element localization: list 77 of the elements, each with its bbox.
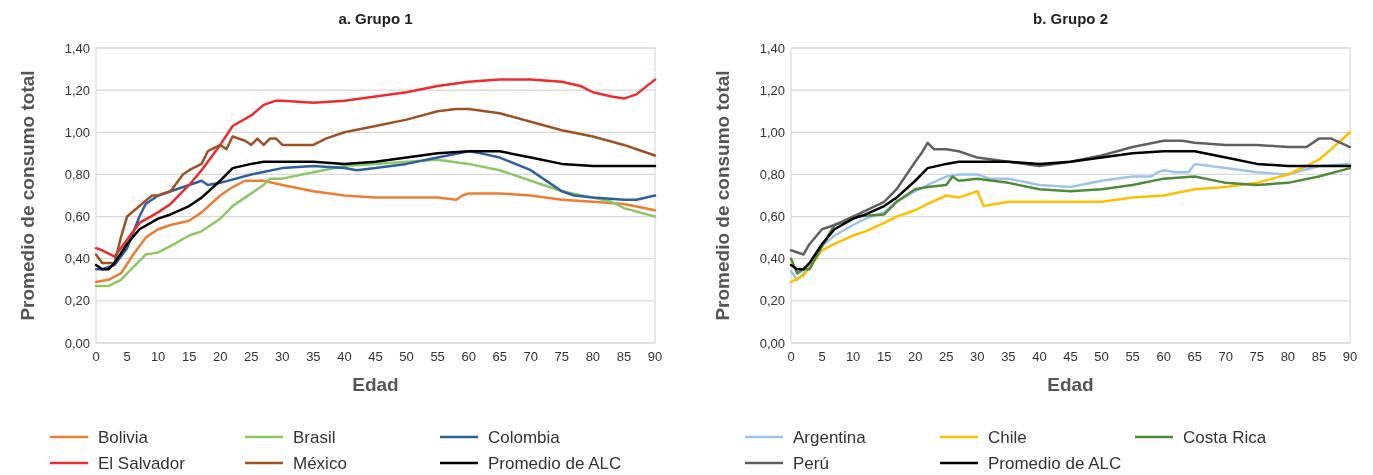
- x-tick-label: 90: [647, 349, 663, 364]
- y-axis-title: Promedio de consumo total: [712, 70, 733, 321]
- x-tick-label: 40: [337, 349, 352, 364]
- x-tick-label: 90: [1342, 349, 1358, 364]
- chart-title: a. Grupo 1: [338, 10, 413, 27]
- y-tick-label: 0,40: [64, 251, 90, 267]
- line-series: [94, 179, 657, 284]
- x-tick-label: 35: [1001, 349, 1016, 364]
- y-tick-label: 1,00: [759, 124, 785, 140]
- x-tick-label: 25: [939, 349, 954, 364]
- x-tick-label: 65: [1187, 349, 1202, 364]
- x-axis-title: Edad: [352, 374, 399, 395]
- x-tick-label: 70: [1218, 349, 1234, 364]
- line-series: [789, 137, 1352, 256]
- x-tick-label: 10: [845, 349, 861, 364]
- x-tick-label: 10: [150, 349, 166, 364]
- x-tick-label: 45: [1063, 349, 1078, 364]
- x-tick-label: 35: [306, 349, 321, 364]
- x-tick-label: 70: [523, 349, 539, 364]
- x-tick-label: 85: [616, 349, 632, 364]
- x-tick-label: 45: [368, 349, 383, 364]
- x-tick-label: 65: [492, 349, 507, 364]
- x-tick-label: 85: [1311, 349, 1327, 364]
- legend-label: Costa Rica: [1183, 427, 1267, 447]
- legend-label: Bolivia: [98, 427, 149, 447]
- x-tick-label: 5: [123, 349, 131, 364]
- y-tick-label: 1,20: [759, 82, 785, 98]
- x-tick-label: 60: [1156, 349, 1171, 364]
- x-tick-label: 30: [970, 349, 985, 364]
- x-tick-label: 75: [554, 349, 570, 364]
- x-tick-label: 40: [1032, 349, 1047, 364]
- x-tick-label: 0: [92, 349, 100, 364]
- chart-title: b. Grupo 2: [1033, 10, 1108, 27]
- x-tick-label: 55: [430, 349, 445, 364]
- x-tick-label: 50: [399, 349, 414, 364]
- y-tick-label: 0,00: [64, 335, 90, 351]
- y-tick-label: 1,00: [64, 124, 90, 140]
- x-tick-label: 25: [244, 349, 259, 364]
- line-series: [94, 78, 657, 258]
- x-tick-label: 20: [212, 349, 228, 364]
- y-axis-title: Promedio de consumo total: [17, 70, 38, 321]
- legend-label: Colombia: [488, 427, 561, 447]
- legend-label: Promedio de ALC: [988, 453, 1122, 473]
- x-tick-label: 15: [181, 349, 197, 364]
- line-series: [789, 131, 1352, 284]
- x-tick-label: 30: [275, 349, 290, 364]
- x-tick-label: 15: [876, 349, 892, 364]
- x-tick-label: 75: [1249, 349, 1265, 364]
- y-tick-label: 0,60: [759, 209, 785, 225]
- y-tick-label: 0,20: [64, 293, 90, 309]
- y-tick-label: 0,00: [759, 335, 785, 351]
- x-tick-label: 5: [818, 349, 826, 364]
- y-tick-label: 0,40: [759, 251, 785, 267]
- x-tick-label: 0: [787, 349, 795, 364]
- y-tick-label: 0,80: [759, 166, 785, 182]
- legend-label: México: [293, 453, 347, 473]
- line-series: [789, 150, 1352, 271]
- x-tick-label: 55: [1125, 349, 1140, 364]
- x-tick-label: 80: [585, 349, 601, 364]
- legend-label: Perú: [793, 453, 829, 473]
- y-tick-label: 1,40: [64, 40, 90, 56]
- legend-label: El Salvador: [98, 453, 186, 473]
- y-tick-label: 1,20: [64, 82, 90, 98]
- y-tick-label: 1,40: [759, 40, 785, 56]
- x-tick-label: 50: [1094, 349, 1109, 364]
- legend-label: Promedio de ALC: [488, 453, 622, 473]
- x-tick-label: 80: [1280, 349, 1296, 364]
- y-tick-label: 0,20: [759, 293, 785, 309]
- y-tick-label: 0,80: [64, 166, 90, 182]
- legend-label: Brasil: [293, 427, 336, 447]
- line-series: [94, 107, 657, 265]
- legend-label: Chile: [988, 427, 1027, 447]
- x-tick-label: 60: [461, 349, 476, 364]
- x-tick-label: 20: [907, 349, 923, 364]
- y-tick-label: 0,60: [64, 209, 90, 225]
- legend-label: Argentina: [793, 427, 867, 447]
- x-axis-title: Edad: [1047, 374, 1094, 395]
